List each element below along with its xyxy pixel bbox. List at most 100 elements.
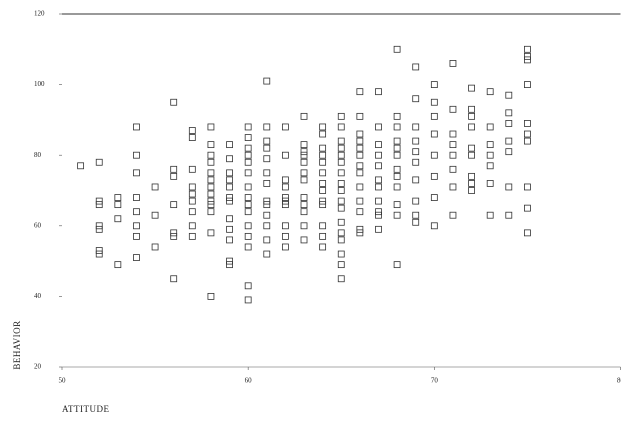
point [151,243,159,251]
point [300,236,308,244]
point [356,197,364,205]
point [486,211,494,219]
point [226,197,233,205]
point [133,222,140,230]
point [319,222,327,230]
point [263,222,271,230]
point [524,56,531,64]
point [430,151,438,159]
point [468,144,475,152]
point [95,247,103,254]
point [95,158,103,166]
point [244,123,252,131]
point [263,236,271,244]
point [319,243,327,251]
point [207,292,215,300]
point [188,127,196,134]
point [95,225,103,233]
x-axis-label: ATTITUDE [62,404,110,414]
point [114,194,122,201]
point [281,123,289,131]
point [281,176,289,184]
point [300,194,308,201]
point [226,261,233,269]
point [337,158,345,166]
point [244,201,252,209]
point [486,123,494,131]
point [337,187,345,194]
point [505,109,513,117]
point [244,134,252,141]
point [114,215,122,223]
point [95,201,103,209]
point [337,275,345,283]
point [337,261,345,269]
point [207,176,215,184]
point [281,232,289,240]
point [375,123,382,131]
point [207,158,215,166]
point [449,141,457,149]
point [226,183,233,191]
x-tick-label: 60 [245,377,253,385]
point [133,151,140,159]
point [281,222,289,230]
point [337,169,345,177]
y-tick-label: 20 [34,363,42,371]
point [263,77,271,85]
point [524,81,531,88]
point [524,229,531,237]
point [281,197,289,205]
point [393,151,401,159]
point [263,211,271,219]
point [375,225,382,233]
point [226,215,233,223]
point [263,144,271,152]
point [468,112,475,120]
point [449,130,457,138]
point [244,183,252,191]
point [226,236,233,244]
point [244,232,252,240]
point [133,232,140,240]
point [281,201,289,209]
point [412,211,420,219]
point [319,232,327,240]
point [207,190,215,198]
point [393,45,401,53]
point [375,208,382,216]
point [281,183,289,191]
point [356,151,364,159]
point [468,187,475,194]
point [375,197,382,205]
point [524,137,531,145]
point [468,84,475,92]
point [244,222,252,230]
point [319,151,327,159]
point [300,141,308,149]
point [337,144,345,152]
point [430,112,438,120]
point [430,222,438,230]
point [356,169,364,177]
point [226,225,233,233]
point [188,197,196,205]
point [114,261,122,269]
point [393,201,401,209]
point [337,137,345,145]
point [356,137,364,145]
point [263,180,271,187]
point [412,197,420,205]
point [375,162,382,170]
point [300,112,308,120]
point [393,112,401,120]
point [356,130,364,138]
point [263,169,271,177]
point [300,201,308,209]
point [356,229,364,237]
point [207,208,215,216]
point [393,211,401,219]
point [468,151,475,159]
point [207,201,215,209]
